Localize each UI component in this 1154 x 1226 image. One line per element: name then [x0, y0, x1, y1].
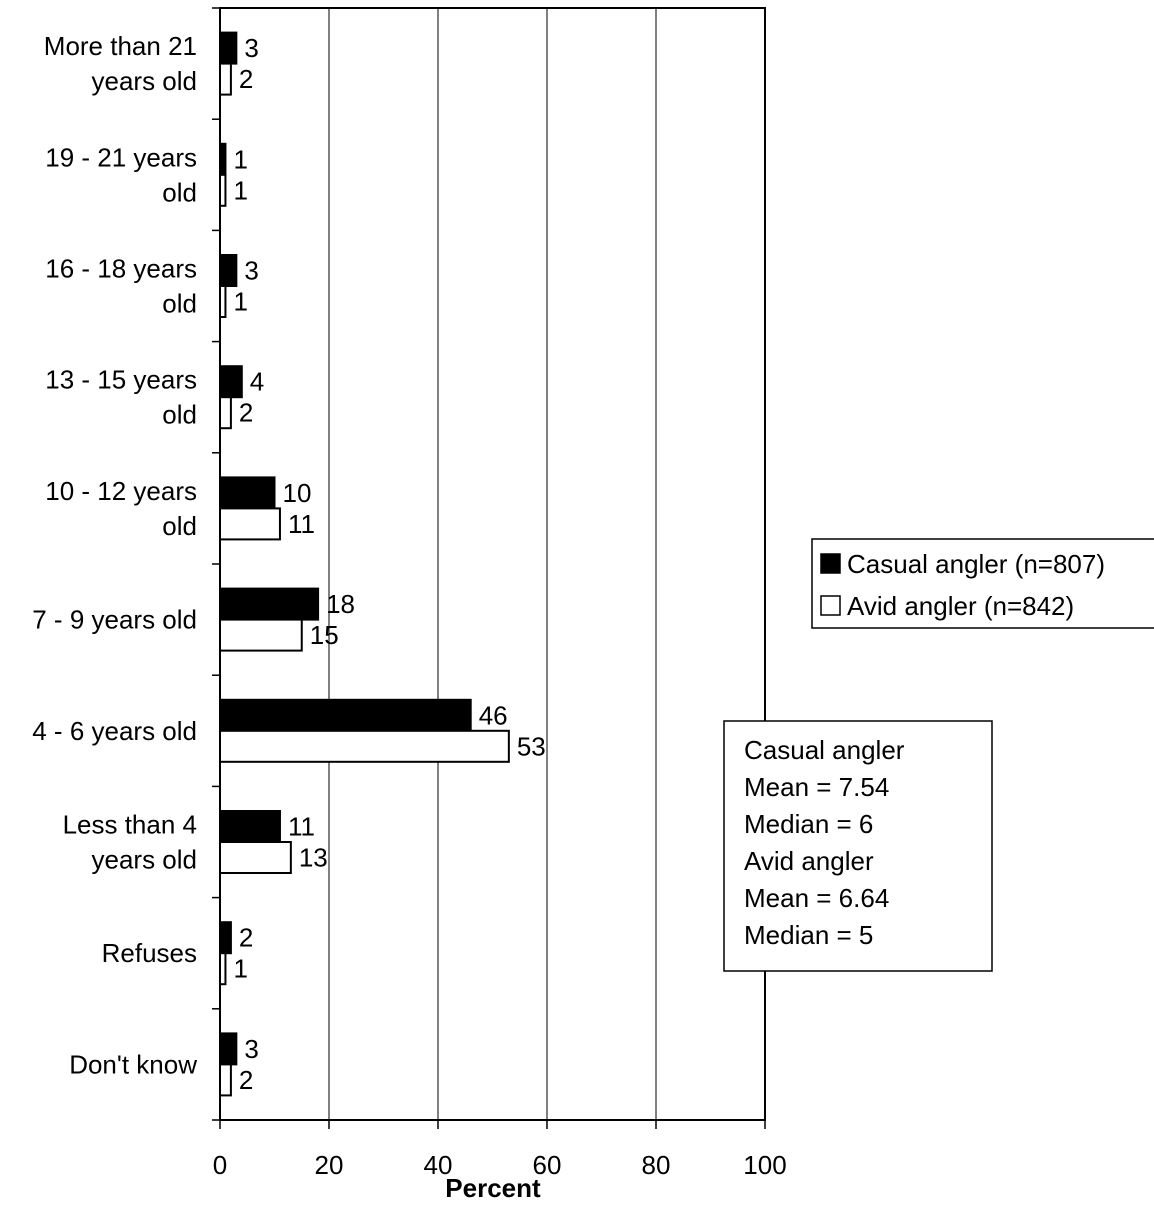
- x-tick-label: 80: [642, 1150, 671, 1180]
- data-label: 3: [244, 33, 258, 63]
- legend-swatch-casual: [820, 553, 841, 574]
- data-label: 13: [299, 843, 328, 873]
- category-label: 16 - 18 years old: [45, 254, 197, 319]
- bar-avid: [219, 729, 510, 763]
- bar-avid: [219, 507, 281, 541]
- data-label: 2: [239, 1065, 253, 1095]
- category-label: Don't know: [69, 1049, 197, 1079]
- stats-box: Casual angler Mean = 7.54 Median = 6 Avid a…: [723, 720, 993, 972]
- data-label: 1: [233, 175, 247, 205]
- bar-casual: [219, 810, 281, 843]
- data-label: 11: [288, 812, 315, 842]
- axes: 0 20 40 60 80 100: [212, 7, 787, 1180]
- stats-line: Median = 6: [744, 809, 873, 839]
- category-label: 19 - 21 years old: [45, 142, 197, 207]
- data-label: 3: [244, 256, 258, 286]
- legend-swatch-avid: [820, 595, 841, 616]
- bar-casual: [219, 254, 238, 287]
- data-label: 3: [244, 1034, 258, 1064]
- data-label: 10: [283, 478, 312, 508]
- data-label: 1: [233, 954, 247, 984]
- stats-line: Mean = 6.64: [744, 883, 889, 913]
- data-label: 4: [250, 367, 264, 397]
- stats-line: Median = 5: [744, 920, 873, 950]
- bar-avid: [219, 62, 232, 96]
- category-label: More than 21 years old: [44, 31, 197, 96]
- bar-avid: [219, 618, 303, 652]
- data-label: 53: [517, 731, 546, 761]
- legend-frame: [811, 538, 1154, 629]
- x-axis-title: Percent: [445, 1173, 541, 1203]
- stats-line: Mean = 7.54: [744, 772, 889, 802]
- bar-avid: [219, 841, 292, 874]
- gridlines: [328, 8, 657, 1120]
- data-label: 2: [239, 923, 253, 953]
- legend-entry: Avid angler (n=842): [847, 591, 1074, 621]
- data-label: 18: [326, 589, 355, 619]
- data-label: 2: [239, 64, 253, 94]
- category-label: 7 - 9 years old: [32, 605, 197, 635]
- bar-casual: [219, 31, 238, 65]
- category-label: Refuses: [102, 938, 197, 968]
- stats-line: Avid angler: [744, 846, 874, 876]
- category-label: 4 - 6 years old: [32, 716, 197, 746]
- data-label: 2: [239, 398, 253, 428]
- bar-avid: [219, 1063, 232, 1097]
- data-label: 11: [288, 509, 315, 539]
- bar-casual: [219, 698, 472, 732]
- bar-casual: [219, 365, 243, 399]
- legend: Casual angler (n=807) Avid angler (n=842): [811, 538, 1154, 629]
- x-tick-label: 60: [533, 1150, 562, 1180]
- data-label: 1: [233, 144, 247, 174]
- bar-casual: [219, 1032, 238, 1066]
- stats-line: Casual angler: [744, 735, 905, 765]
- data-label: 15: [310, 620, 339, 650]
- plot-area-frame: [219, 7, 766, 1121]
- data-label: 1: [233, 287, 247, 317]
- bars: [219, 31, 510, 1097]
- category-label: 13 - 15 years old: [45, 365, 197, 430]
- x-tick-label: 40: [424, 1150, 453, 1180]
- bar-avid: [219, 396, 232, 430]
- bar-casual: [219, 476, 276, 510]
- x-tick-label: 100: [743, 1150, 786, 1180]
- x-tick-label: 0: [213, 1150, 227, 1180]
- data-label: 46: [479, 700, 508, 730]
- legend-entry: Casual angler (n=807): [847, 549, 1105, 579]
- category-label: 10 - 12 years old: [45, 476, 197, 541]
- bar-casual: [219, 921, 232, 955]
- bar-casual: [219, 587, 320, 621]
- x-tick-label: 20: [315, 1150, 344, 1180]
- stats-frame: [723, 720, 993, 972]
- category-label: Less than 4 years old: [63, 810, 197, 875]
